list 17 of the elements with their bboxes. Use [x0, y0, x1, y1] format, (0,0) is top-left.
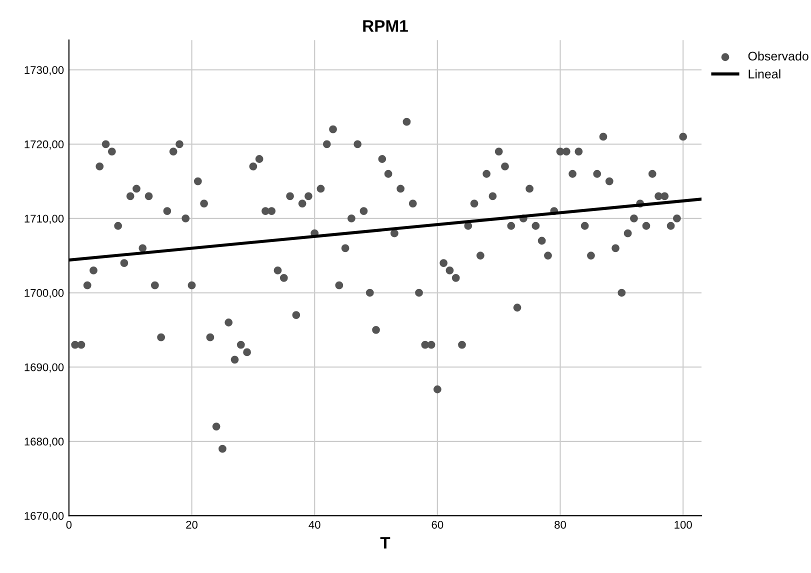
legend-label: Observado [748, 51, 808, 61]
x-tick-label: 80 [554, 520, 566, 529]
x-tick-label: 0 [66, 520, 72, 529]
y-tick-label: 1680,00 [24, 438, 64, 447]
y-tick-label: 1670,00 [24, 512, 64, 522]
chart-title: RPM1 [363, 20, 408, 32]
x-axis-title: T [380, 537, 390, 549]
y-tick-label: 1710,00 [24, 214, 64, 224]
x-tick-label: 60 [432, 520, 444, 529]
legend-label: Lineal [748, 69, 780, 78]
x-tick-label: 40 [308, 520, 320, 529]
y-tick-label: 1700,00 [24, 289, 64, 298]
x-tick-label: 100 [674, 520, 692, 529]
y-tick-label: 1720,00 [24, 140, 64, 150]
y-tick-label: 1730,00 [24, 66, 64, 76]
x-tick-label: 20 [186, 520, 198, 529]
y-tick-label: 1690,00 [24, 363, 64, 373]
